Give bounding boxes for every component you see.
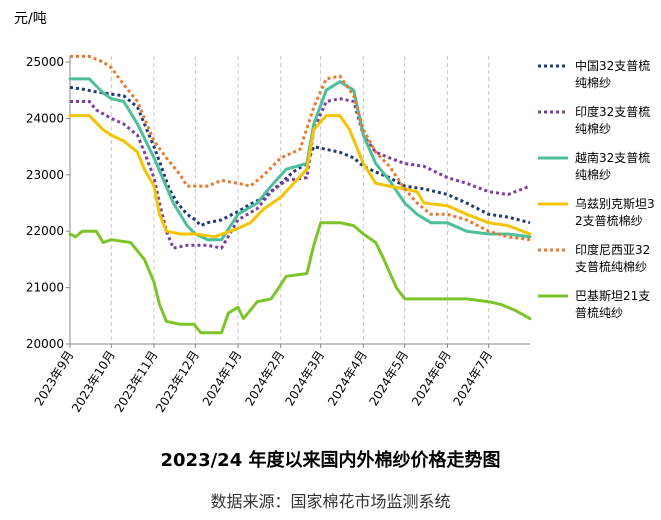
series-line-4 [68, 114, 532, 239]
legend-item: 印度尼西亚32支普梳纯棉纱 [536, 242, 656, 276]
legend-swatch [536, 153, 570, 163]
x-tick-label: 2024年5月 [366, 348, 411, 408]
x-tick-labels: 2023年9月2023年10月2023年11月2023年12月2024年1月20… [32, 348, 496, 415]
legend: 中国32支普梳纯棉纱 印度32支普梳纯棉纱 越南32支普梳纯棉纱 乌兹别克斯坦32支普… [536, 58, 656, 334]
y-tick-label: 24000 [26, 111, 64, 125]
legend-item: 巴基斯坦21支普梳纯纱 [536, 288, 656, 322]
x-tick-label: 2024年2月 [242, 348, 287, 408]
x-tick-label: 2023年9月 [32, 348, 77, 408]
legend-swatch [536, 107, 570, 117]
legend-swatch [536, 245, 570, 255]
series-line-5 [70, 54, 531, 242]
legend-label: 乌兹别克斯坦32支普梳棉纱 [575, 197, 655, 228]
legend-label: 巴基斯坦21支普梳纯纱 [575, 289, 651, 320]
y-tick-labels: 20000 21000 22000 23000 24000 25000 [26, 55, 64, 351]
y-tick-label: 22000 [26, 224, 64, 238]
data-source: 数据来源：国家棉花市场监测系统 [210, 492, 451, 511]
x-tick-label: 2023年11月 [112, 348, 161, 415]
axes [66, 56, 530, 348]
y-tick-label: 21000 [26, 281, 64, 295]
y-tick-label: 20000 [26, 337, 64, 351]
x-tick-label: 2024年4月 [325, 348, 370, 408]
legend-label: 越南32支普梳纯棉纱 [575, 151, 651, 182]
x-tick-label: 2024年6月 [409, 348, 454, 408]
y-tick-label: 25000 [26, 55, 64, 69]
y-axis-label: 元/吨 [14, 11, 47, 27]
legend-swatch [536, 291, 570, 301]
legend-label: 印度32支普梳纯棉纱 [575, 105, 651, 136]
series-line-2 [70, 97, 531, 250]
x-tick-label: 2023年10月 [69, 348, 118, 415]
legend-item: 中国32支普梳纯棉纱 [536, 58, 656, 92]
x-tick-label: 2024年1月 [200, 348, 245, 408]
series-line-6 [68, 221, 532, 335]
legend-item: 乌兹别克斯坦32支普梳棉纱 [536, 196, 656, 230]
grid-lines [69, 56, 490, 344]
x-tick-label: 2024年7月 [450, 348, 495, 408]
legend-swatch [536, 61, 570, 71]
y-tick-label: 23000 [26, 168, 64, 182]
legend-swatch [536, 199, 570, 209]
series-lines [68, 54, 532, 335]
legend-label: 印度尼西亚32支普梳纯棉纱 [575, 243, 651, 274]
chart-title: 2023/24 年度以来国内外棉纱价格走势图 [160, 450, 501, 471]
legend-item: 越南32支普梳纯棉纱 [536, 150, 656, 184]
legend-label: 中国32支普梳纯棉纱 [575, 59, 651, 90]
series-line-3 [68, 77, 532, 242]
x-tick-label: 2024年3月 [282, 348, 327, 408]
legend-item: 印度32支普梳纯棉纱 [536, 104, 656, 138]
x-tick-label: 2023年12月 [153, 348, 202, 415]
